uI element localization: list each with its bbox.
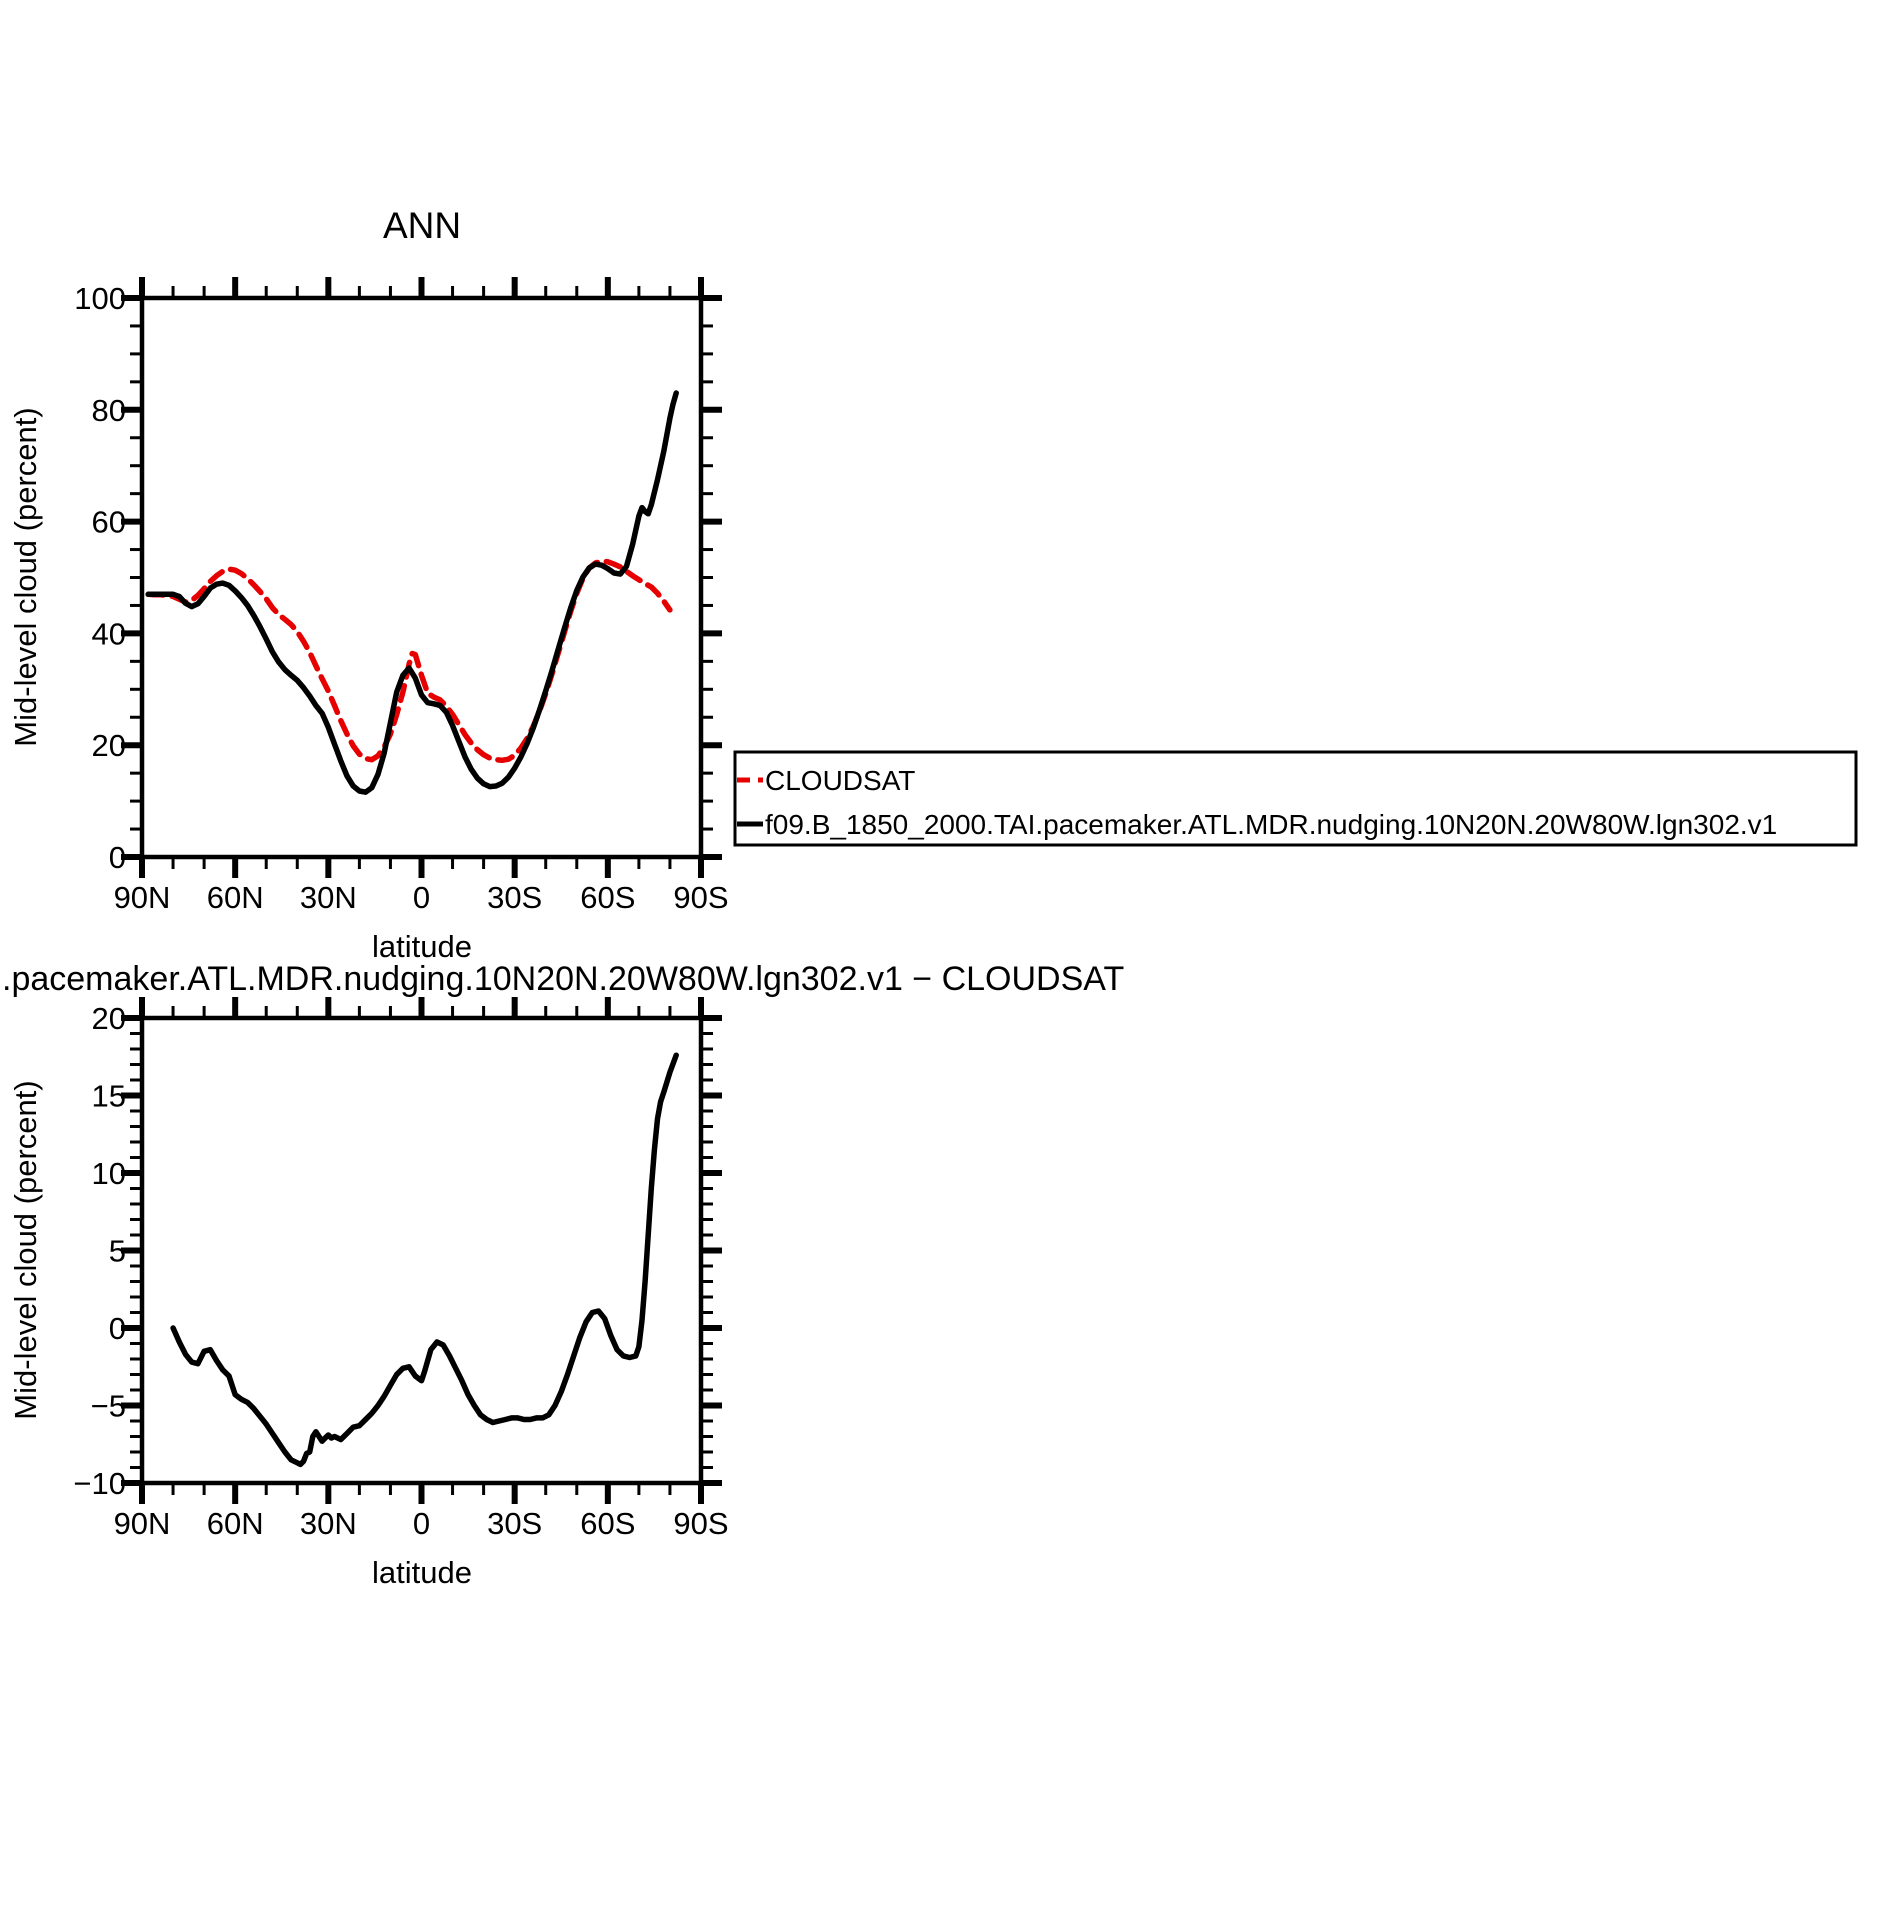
axis-ticks (121, 997, 722, 1504)
difference-curve (170, 1052, 679, 1468)
y-tick-label: 0 (109, 840, 126, 875)
difference-chart-ylabel: Mid-level cloud (percent) (8, 1080, 43, 1419)
y-tick-label: 100 (74, 281, 126, 316)
x-tick-label: 0 (413, 1506, 430, 1541)
x-tick-label: 60S (580, 1506, 635, 1541)
legend-box (733, 750, 1858, 847)
y-tick-label: 40 (92, 616, 126, 651)
cloudsat-curve (145, 558, 673, 764)
difference-chart: 90N 60N 30N 0 30S 60S 90S −10 −5 0 5 10 15 20 (73, 997, 729, 1541)
y-tick-label: 15 (92, 1079, 126, 1114)
x-tick-label: 90S (673, 880, 728, 915)
y-tick-label: 20 (92, 728, 126, 763)
difference-chart-title: .pacemaker.ATL.MDR.nudging.10N20N.20W80W… (2, 960, 1124, 998)
x-tick-label: 60N (207, 880, 264, 915)
legend-cloudsat-label: CLOUDSAT (765, 765, 915, 796)
x-tick-label: 60N (207, 1506, 264, 1541)
difference-chart-xlabel: latitude (372, 1555, 472, 1590)
x-tick-label: 30N (300, 880, 357, 915)
legend: CLOUDSAT f09.B_1850_2000.TAI.pacemaker.A… (733, 750, 1858, 847)
ann-chart-title: ANN (383, 205, 461, 246)
y-tick-label: 60 (92, 505, 126, 540)
x-tick-label: 30S (487, 880, 542, 915)
y-tick-label: 5 (109, 1234, 126, 1269)
tick-labels: 90N 60N 30N 0 30S 60S 90S 0 20 40 60 80 100 (74, 281, 728, 915)
x-tick-label: 30N (300, 1506, 357, 1541)
y-tick-label: 80 (92, 393, 126, 428)
y-tick-label: −5 (91, 1389, 126, 1424)
axis-ticks (121, 277, 722, 878)
x-tick-label: 90N (114, 1506, 171, 1541)
legend-model-label: f09.B_1850_2000.TAI.pacemaker.ATL.MDR.nu… (765, 809, 1777, 840)
ann-chart-xlabel: latitude (372, 929, 472, 964)
ann-chart-ylabel: Mid-level cloud (percent) (8, 407, 43, 746)
x-tick-label: 90S (673, 1506, 728, 1541)
ann-chart: 90N 60N 30N 0 30S 60S 90S 0 20 40 60 80 100 (74, 277, 729, 915)
plot-frame (139, 1015, 704, 1486)
x-tick-label: 60S (580, 880, 635, 915)
plot-frame (139, 295, 704, 860)
tick-labels: 90N 60N 30N 0 30S 60S 90S −10 −5 0 5 10 15 20 (73, 1001, 728, 1541)
model-curve (145, 390, 679, 795)
x-tick-label: 0 (413, 880, 430, 915)
x-tick-label: 90N (114, 880, 171, 915)
x-tick-label: 30S (487, 1506, 542, 1541)
y-tick-label: −10 (73, 1466, 126, 1501)
y-tick-label: 20 (92, 1001, 126, 1036)
y-tick-label: 10 (92, 1156, 126, 1191)
y-tick-label: 0 (109, 1311, 126, 1346)
